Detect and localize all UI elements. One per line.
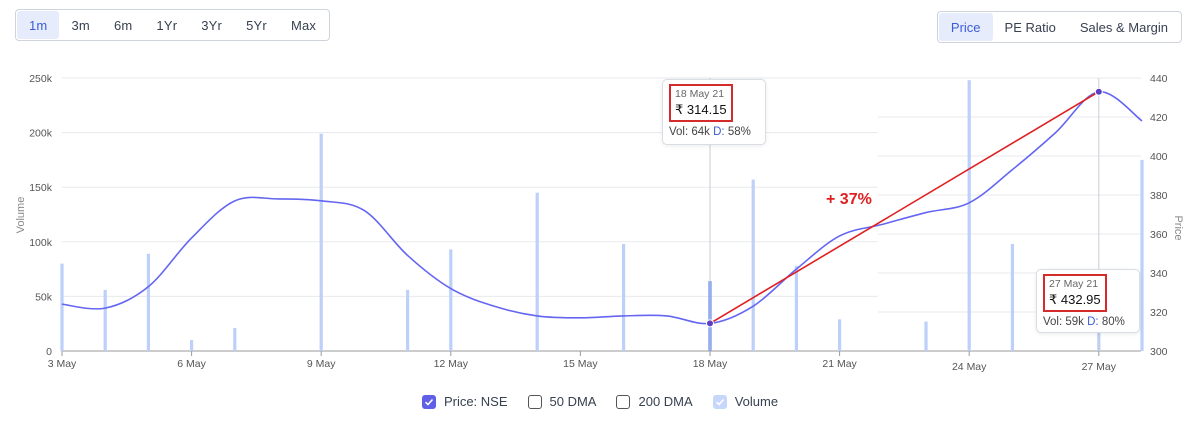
y-left-tick-label: 200k (29, 128, 53, 140)
range-tab-6m[interactable]: 6m (113, 17, 133, 33)
tooltip-end: 27 May 21 ₹ 432.95 Vol: 59k D: 80% (1036, 269, 1140, 333)
tooltip-start-date: 18 May 21 (675, 88, 725, 100)
view-tab-price[interactable]: Price (938, 13, 993, 41)
legend-label: 50 DMA (549, 394, 597, 409)
y-right-tick-label: 380 (1150, 190, 1168, 202)
y-right-tick-label: 420 (1150, 112, 1168, 124)
range-tab-3m[interactable]: 3m (71, 17, 90, 33)
view-tab-sales-margin[interactable]: Sales & Margin (1079, 19, 1168, 35)
x-tick-label: 6 May (177, 358, 206, 370)
range-tab-max[interactable]: Max (290, 17, 317, 33)
volume-bar (60, 263, 64, 351)
volume-bar (406, 289, 410, 351)
x-tick-label: 18 May (693, 358, 728, 370)
price-line (61, 90, 1143, 325)
axes: 0 50k 100k 150k 200k 250k 300 320 340 360 380 400 42… (15, 73, 1184, 373)
y-right-tick-label: 440 (1150, 73, 1168, 85)
tooltip-start-volume: Vol: 64k D: 58% (669, 126, 759, 138)
volume-bars (60, 80, 1144, 352)
checkbox-icon[interactable] (712, 394, 727, 409)
y-left-tick-label: 50k (35, 291, 53, 303)
y-left-tick-label: 0 (46, 346, 52, 358)
view-selector: Price PE Ratio Sales & Margin (936, 11, 1182, 43)
tooltip-start-vol-text: Vol: 64k (669, 126, 714, 138)
x-tick-label: 21 May (822, 358, 857, 370)
percent-change-annotation: + 37% (826, 191, 872, 208)
checkbox-icon[interactable] (527, 394, 542, 409)
y-left-tick-label: 150k (29, 182, 53, 194)
y-left-tick-label: 250k (29, 73, 53, 85)
tooltip-end-volume: Vol: 59k D: 80% (1043, 316, 1133, 328)
y-right-tick-label: 300 (1150, 346, 1168, 358)
volume-bar (1140, 159, 1144, 351)
tooltip-end-date: 27 May 21 (1049, 278, 1099, 290)
highlight-points (706, 87, 1103, 328)
volume-bar (751, 179, 755, 351)
y-left-axis-title: Volume (15, 197, 27, 234)
price-point-marker (1094, 87, 1103, 96)
tooltip-end-d-label: D: (1087, 316, 1099, 328)
volume-bar (449, 249, 453, 351)
volume-bar (967, 80, 971, 352)
x-tick-label: 9 May (307, 358, 336, 370)
y-right-tick-label: 360 (1150, 229, 1168, 241)
y-left-tick-label: 100k (29, 237, 53, 249)
range-tab-5yr[interactable]: 5Yr (246, 17, 267, 33)
x-tick-label: 12 May (434, 358, 469, 370)
range-tab-3yr[interactable]: 3Yr (201, 17, 223, 33)
x-tick-label: 24 May (952, 361, 987, 373)
tooltip-start-highlight: 18 May 21 ₹ 314.15 (669, 84, 733, 122)
range-tab-1m[interactable]: 1m (17, 11, 60, 39)
volume-bar (146, 253, 150, 351)
x-tick-label: 15 May (563, 358, 598, 370)
chart-legend: Price: NSE 50 DMA 200 DMA Volume (0, 394, 1200, 409)
tooltip-start-d-value: 58% (724, 126, 751, 138)
tooltip-start-d-label: D: (713, 126, 725, 138)
legend-label: Price: NSE (443, 394, 508, 409)
checkbox-icon[interactable] (421, 394, 436, 409)
tooltip-end-d-value: 80% (1098, 316, 1125, 328)
volume-bar (233, 328, 237, 351)
tooltip-end-price: ₹ 432.95 (1049, 292, 1101, 307)
volume-bar (1010, 243, 1014, 351)
volume-bar (622, 243, 626, 351)
volume-bar (535, 192, 539, 351)
view-tab-pe-ratio[interactable]: PE Ratio (1004, 19, 1056, 35)
volume-bar (924, 321, 928, 351)
range-selector: 1m 3m 6m 1Yr 3Yr 5Yr Max (15, 9, 331, 41)
price-point-marker (706, 319, 714, 328)
legend-item-volume[interactable]: Volume (712, 394, 779, 409)
range-tab-1yr[interactable]: 1Yr (156, 17, 178, 33)
y-right-tick-label: 340 (1150, 268, 1168, 280)
x-tick-label: 3 May (48, 358, 77, 370)
legend-item-50-dma[interactable]: 50 DMA (527, 394, 597, 409)
y-right-axis-title: Price (1172, 215, 1184, 240)
y-right-tick-label: 400 (1150, 151, 1168, 163)
volume-bar (319, 133, 323, 351)
tooltip-end-vol-text: Vol: 59k (1043, 316, 1088, 328)
tooltip-start-price: ₹ 314.15 (675, 102, 727, 117)
volume-bar (838, 319, 842, 351)
tooltip-start: 18 May 21 ₹ 314.15 Vol: 64k D: 58% (662, 79, 766, 145)
tooltip-end-highlight: 27 May 21 ₹ 432.95 (1043, 274, 1107, 312)
volume-bar (190, 340, 194, 351)
change-trend-line (709, 91, 1100, 325)
volume-bar (103, 289, 107, 351)
legend-label: Volume (734, 394, 779, 409)
legend-item-200-dma[interactable]: 200 DMA (616, 394, 693, 409)
y-right-tick-label: 320 (1150, 307, 1168, 319)
grid-lines (62, 77, 1141, 352)
checkbox-icon[interactable] (616, 394, 631, 409)
legend-label: 200 DMA (638, 394, 693, 409)
legend-item-price-nse[interactable]: Price: NSE (421, 394, 508, 409)
volume-bar (794, 265, 798, 351)
x-tick-label: 27 May (1082, 361, 1117, 373)
